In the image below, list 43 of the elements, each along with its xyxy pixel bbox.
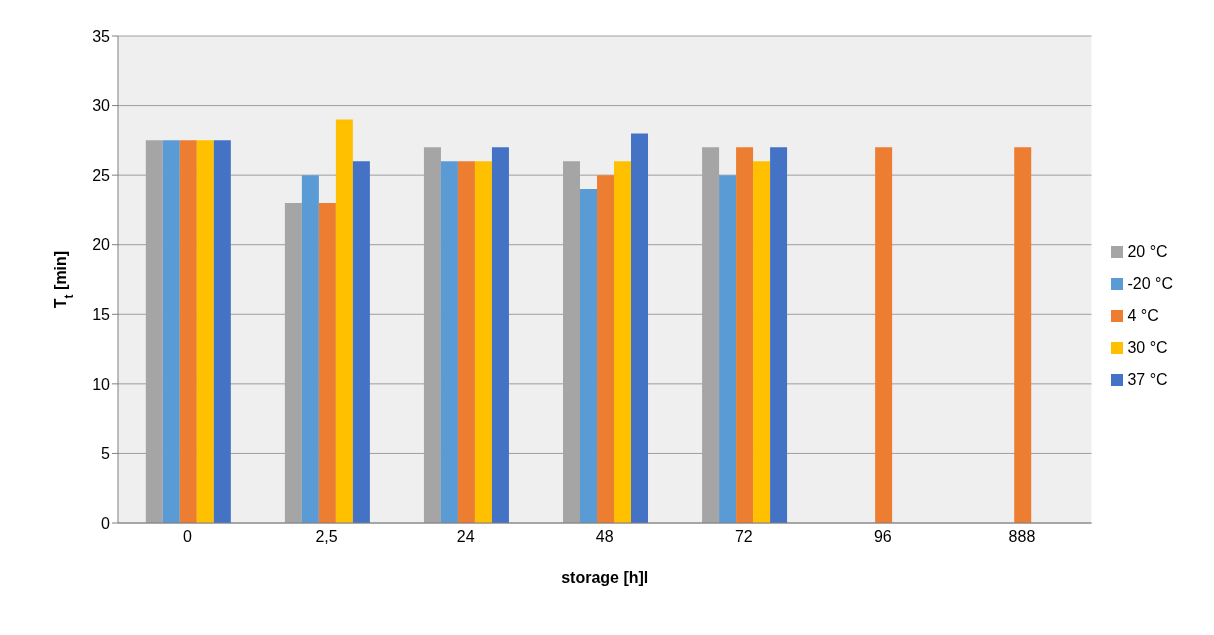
bar: [318, 202, 336, 523]
y-tick-label: 15: [92, 305, 111, 323]
x-tick-label: 888: [1008, 528, 1036, 546]
y-tick-label: 30: [92, 97, 111, 115]
x-tick-label: 2,5: [315, 528, 338, 546]
bar: [770, 147, 788, 523]
y-tick-label: 25: [92, 166, 111, 184]
legend-label: -20 °C: [1127, 274, 1173, 292]
x-tick-label: 96: [873, 528, 892, 546]
legend-label: 4 °C: [1127, 306, 1159, 324]
bar: [631, 133, 649, 523]
bar: [580, 189, 598, 523]
bar: [213, 140, 231, 523]
bar: [491, 147, 509, 523]
x-axis-title: storage [h]l: [561, 569, 649, 586]
legend-label: 37 °C: [1127, 370, 1168, 388]
bar: [179, 140, 197, 523]
legend-label: 30 °C: [1127, 338, 1168, 356]
bar: [457, 161, 475, 523]
y-tick-label: 20: [92, 236, 111, 254]
bar: [162, 140, 180, 523]
bar: [753, 161, 771, 523]
y-tick-label: 5: [101, 445, 111, 463]
bar: [352, 161, 370, 523]
bar: [1014, 147, 1032, 523]
legend-label: 20 °C: [1127, 242, 1168, 260]
x-tick-label: 0: [183, 528, 193, 546]
y-tick-label: 10: [92, 375, 111, 393]
bar: [440, 161, 458, 523]
bar: [301, 175, 319, 523]
x-tick-label: 72: [734, 528, 753, 546]
x-tick-label: 24: [456, 528, 475, 546]
x-tick-label: 48: [595, 528, 614, 546]
y-tick-label: 0: [101, 514, 111, 532]
y-tick-label: 35: [92, 27, 111, 45]
bar: [719, 175, 737, 523]
bar: [335, 119, 353, 523]
bar: [597, 175, 615, 523]
bar: [196, 140, 214, 523]
bar: [474, 161, 492, 523]
bar: [875, 147, 893, 523]
bar: [614, 161, 632, 523]
bar: [736, 147, 754, 523]
